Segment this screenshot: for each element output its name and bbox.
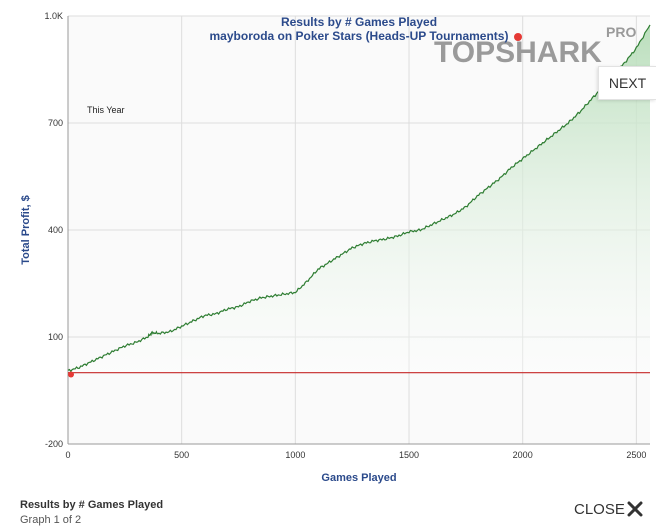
- topshark-logo: TOPSHARK PRO: [434, 24, 636, 69]
- next-button[interactable]: NEXT: [598, 66, 656, 100]
- y-axis: -200 100 400 700 1.0K: [44, 11, 63, 449]
- footer-title: Results by # Games Played: [20, 499, 164, 511]
- y-tick-label: 100: [48, 332, 63, 342]
- start-marker: [68, 371, 74, 378]
- series-area: [68, 24, 650, 373]
- x-tick-label: 1500: [399, 450, 419, 460]
- x-tick-label: 2500: [626, 450, 646, 460]
- x-tick-label: 500: [174, 450, 189, 460]
- y-tick-label: 700: [48, 118, 63, 128]
- logo-dot-icon: [514, 33, 522, 41]
- x-tick-label: 0: [65, 450, 70, 460]
- x-axis: 0 500 1000 1500 2000 2500: [65, 450, 646, 460]
- x-tick-label: 1000: [285, 450, 305, 460]
- y-tick-label: -200: [45, 439, 63, 449]
- x-axis-title: Games Played: [321, 472, 396, 484]
- close-icon: [627, 501, 643, 517]
- series-layer: [67, 24, 651, 378]
- logo-badge: PRO: [606, 24, 636, 40]
- y-tick-label: 1.0K: [44, 11, 63, 21]
- logo-text: TOPSHARK: [434, 36, 602, 69]
- y-axis-title: Total Profit, $: [20, 195, 32, 264]
- chart-title: Results by # Games Played: [281, 15, 437, 29]
- chart-subtitle: mayboroda on Poker Stars (Heads-UP Tourn…: [210, 29, 509, 43]
- x-tick-label: 2000: [513, 450, 533, 460]
- close-button[interactable]: CLOSE: [574, 499, 643, 519]
- close-label: CLOSE: [574, 500, 625, 518]
- chart-annotation: This Year: [87, 105, 125, 115]
- footer-subtitle: Graph 1 of 2: [20, 514, 82, 526]
- series-line: [67, 24, 651, 373]
- y-tick-label: 400: [48, 225, 63, 235]
